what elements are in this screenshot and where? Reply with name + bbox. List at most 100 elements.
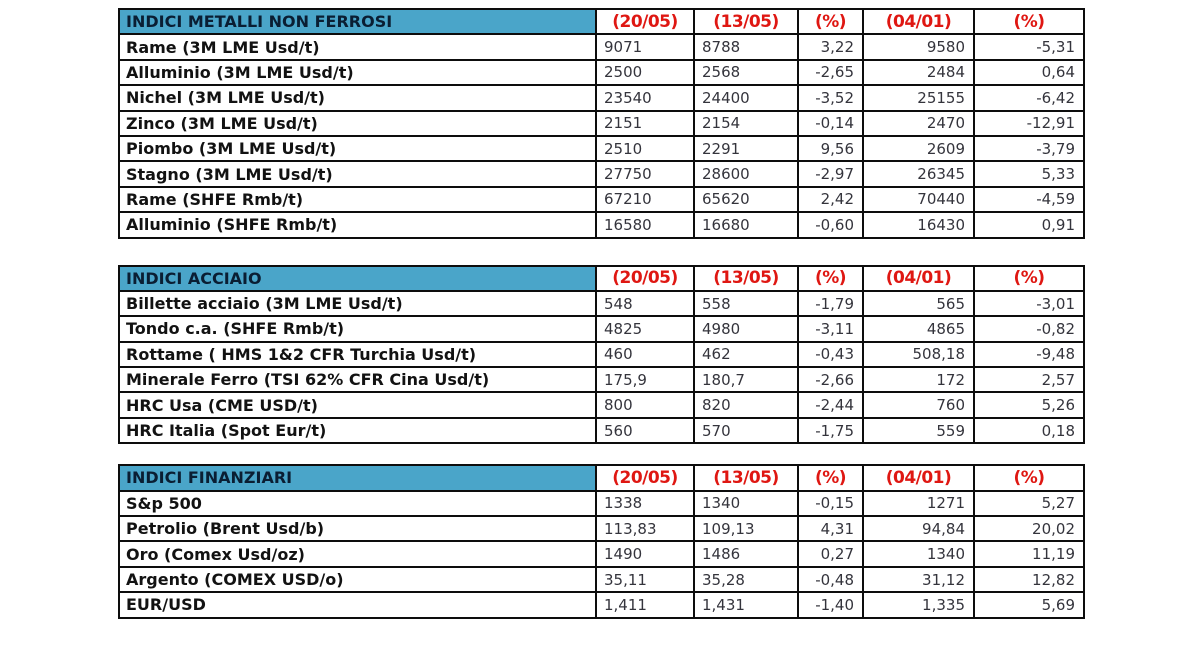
- row-label: Piombo (3M LME Usd/t): [118, 134, 597, 163]
- value-cell: 16580: [595, 211, 695, 239]
- value-cell: 4,31: [797, 515, 864, 543]
- value-cell: 12,82: [973, 565, 1085, 594]
- value-cell: 820: [693, 391, 799, 419]
- header-row: INDICI METALLI NON FERROSI (20/05) (13/05…: [118, 7, 1085, 36]
- column-header-0: (20/05): [595, 7, 695, 36]
- value-cell: 460: [595, 340, 695, 369]
- value-cell: 67210: [595, 185, 695, 214]
- value-cell: -3,11: [797, 315, 864, 343]
- value-cell: -0,43: [797, 340, 864, 369]
- value-cell: 5,69: [973, 591, 1085, 619]
- value-cell: 559: [862, 416, 975, 445]
- row-label: S&p 500: [118, 489, 597, 518]
- column-header-2: (%): [797, 7, 864, 36]
- table-body: Billette acciaio (3M LME Usd/t) 548 558 -1,…: [118, 289, 1085, 445]
- value-cell: 5,27: [973, 489, 1085, 518]
- value-cell: 8788: [693, 33, 799, 61]
- value-cell: 16430: [862, 211, 975, 239]
- value-cell: -2,65: [797, 58, 864, 87]
- row-label: Minerale Ferro (TSI 62% CFR Cina Usd/t): [118, 366, 597, 394]
- value-cell: 27750: [595, 160, 695, 188]
- value-cell: 9071: [595, 33, 695, 61]
- row-label: Rame (SHFE Rmb/t): [118, 185, 597, 214]
- value-cell: -3,52: [797, 84, 864, 112]
- column-header-4: (%): [973, 264, 1085, 292]
- table-row: Alluminio (SHFE Rmb/t) 16580 16680 -0,60 164…: [118, 211, 1085, 239]
- row-label: Billette acciaio (3M LME Usd/t): [118, 289, 597, 318]
- value-cell: 462: [693, 340, 799, 369]
- column-header-1: (13/05): [693, 264, 799, 292]
- table-row: Nichel (3M LME Usd/t) 23540 24400 -3,52 2515…: [118, 84, 1085, 112]
- value-cell: 508,18: [862, 340, 975, 369]
- value-cell: 0,27: [797, 540, 864, 568]
- table-row: Rottame ( HMS 1&2 CFR Turchia Usd/t) 460 4…: [118, 340, 1085, 369]
- value-cell: -9,48: [973, 340, 1085, 369]
- value-cell: 1340: [862, 540, 975, 568]
- value-cell: 94,84: [862, 515, 975, 543]
- table-title: INDICI METALLI NON FERROSI: [118, 7, 597, 36]
- table-row: HRC Italia (Spot Eur/t) 560 570 -1,75 559 0,1…: [118, 416, 1085, 445]
- row-label: HRC Usa (CME USD/t): [118, 391, 597, 419]
- value-cell: -6,42: [973, 84, 1085, 112]
- value-cell: 24400: [693, 84, 799, 112]
- value-cell: 9580: [862, 33, 975, 61]
- value-cell: 1338: [595, 489, 695, 518]
- value-cell: -2,66: [797, 366, 864, 394]
- table-row: HRC Usa (CME USD/t) 800 820 -2,44 760 5,26: [118, 391, 1085, 419]
- value-cell: -12,91: [973, 109, 1085, 137]
- value-cell: 11,19: [973, 540, 1085, 568]
- value-cell: 1271: [862, 489, 975, 518]
- column-header-3: (04/01): [862, 264, 975, 292]
- value-cell: 109,13: [693, 515, 799, 543]
- value-cell: 3,22: [797, 33, 864, 61]
- table-row: Oro (Comex Usd/oz) 1490 1486 0,27 1340 11,19: [118, 540, 1085, 568]
- value-cell: 5,33: [973, 160, 1085, 188]
- header-row: INDICI FINANZIARI (20/05) (13/05) (%) (04/0…: [118, 464, 1085, 492]
- value-cell: 9,56: [797, 134, 864, 163]
- table-row: Petrolio (Brent Usd/b) 113,83 109,13 4,31 94…: [118, 515, 1085, 543]
- row-label: Alluminio (3M LME Usd/t): [118, 58, 597, 87]
- value-cell: 35,11: [595, 565, 695, 594]
- column-header-0: (20/05): [595, 264, 695, 292]
- value-cell: 2151: [595, 109, 695, 137]
- value-cell: 560: [595, 416, 695, 445]
- value-cell: 2609: [862, 134, 975, 163]
- table-row: Alluminio (3M LME Usd/t) 2500 2568 -2,65 248…: [118, 58, 1085, 87]
- value-cell: 20,02: [973, 515, 1085, 543]
- value-cell: -3,79: [973, 134, 1085, 163]
- value-cell: 558: [693, 289, 799, 318]
- table-indici-metalli-non-ferrosi: INDICI METALLI NON FERROSI (20/05) (13/05…: [118, 7, 1085, 239]
- value-cell: 16680: [693, 211, 799, 239]
- value-cell: 2,57: [973, 366, 1085, 394]
- value-cell: 1490: [595, 540, 695, 568]
- table-row: S&p 500 1338 1340 -0,15 1271 5,27: [118, 489, 1085, 518]
- table-indici-finanziari: INDICI FINANZIARI (20/05) (13/05) (%) (04/0…: [118, 464, 1085, 619]
- value-cell: 1486: [693, 540, 799, 568]
- value-cell: 2500: [595, 58, 695, 87]
- value-cell: 26345: [862, 160, 975, 188]
- value-cell: 4865: [862, 315, 975, 343]
- value-cell: -0,82: [973, 315, 1085, 343]
- value-cell: 65620: [693, 185, 799, 214]
- table-row: EUR/USD 1,411 1,431 -1,40 1,335 5,69: [118, 591, 1085, 619]
- value-cell: 175,9: [595, 366, 695, 394]
- table-row: Minerale Ferro (TSI 62% CFR Cina Usd/t) 1…: [118, 366, 1085, 394]
- value-cell: 2,42: [797, 185, 864, 214]
- table-title: INDICI ACCIAIO: [118, 264, 597, 292]
- value-cell: -0,15: [797, 489, 864, 518]
- table-row: Zinco (3M LME Usd/t) 2151 2154 -0,14 2470 -12…: [118, 109, 1085, 137]
- value-cell: 4825: [595, 315, 695, 343]
- row-label: Rame (3M LME Usd/t): [118, 33, 597, 61]
- value-cell: 23540: [595, 84, 695, 112]
- table-row: Tondo c.a. (SHFE Rmb/t) 4825 4980 -3,11 4865…: [118, 315, 1085, 343]
- value-cell: 180,7: [693, 366, 799, 394]
- value-cell: -0,60: [797, 211, 864, 239]
- column-header-4: (%): [973, 7, 1085, 36]
- value-cell: 2470: [862, 109, 975, 137]
- row-label: Oro (Comex Usd/oz): [118, 540, 597, 568]
- column-header-0: (20/05): [595, 464, 695, 492]
- value-cell: 70440: [862, 185, 975, 214]
- value-cell: 113,83: [595, 515, 695, 543]
- value-cell: 570: [693, 416, 799, 445]
- value-cell: 2291: [693, 134, 799, 163]
